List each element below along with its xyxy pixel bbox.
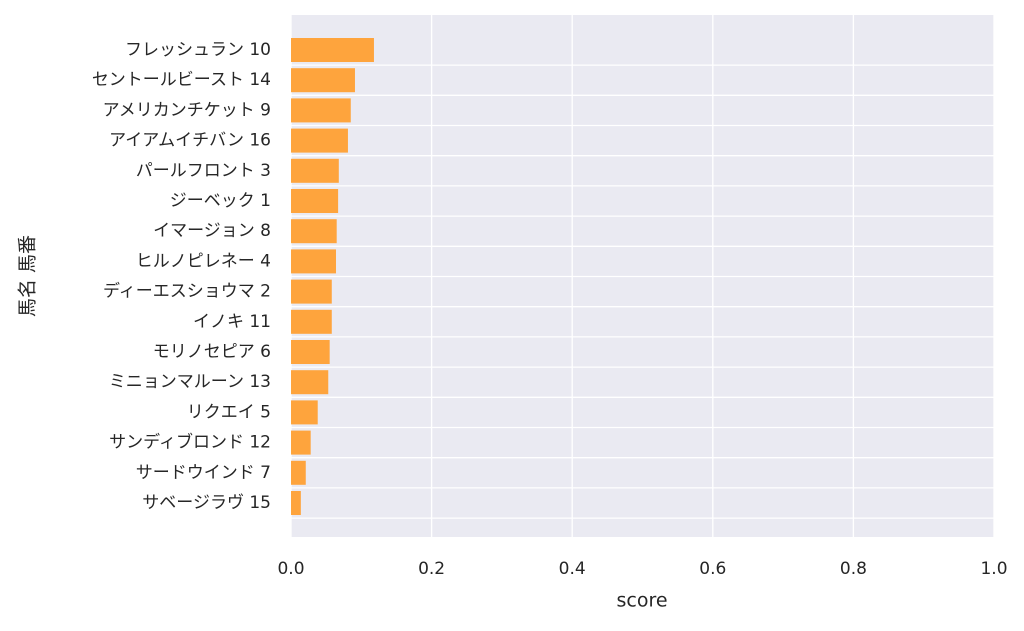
- bar: [291, 460, 306, 485]
- bar: [291, 370, 329, 395]
- y-tick-label: リクエイ 5: [187, 402, 271, 422]
- x-tick-label: 0.4: [559, 559, 586, 579]
- y-tick-label: セントールビースト 14: [92, 70, 271, 90]
- bar: [291, 219, 337, 244]
- bar: [291, 430, 311, 455]
- y-tick-label: イノキ 11: [193, 312, 271, 332]
- y-tick-label: ジーベック 1: [170, 191, 271, 211]
- y-tick-label: ディーエスショウマ 2: [103, 281, 271, 302]
- y-tick-label: サンディブロンド 12: [109, 432, 271, 453]
- y-axis-label: 馬名 馬番: [17, 235, 39, 317]
- bar: [291, 309, 332, 334]
- bar: [291, 491, 301, 515]
- y-tick-label: サベージラヴ 15: [142, 493, 271, 513]
- bar: [291, 68, 355, 93]
- bar: [291, 38, 374, 62]
- bar: [291, 98, 351, 123]
- bar: [291, 400, 318, 425]
- bar: [291, 340, 330, 364]
- y-tick-label: イマージョン 8: [153, 221, 271, 241]
- y-tick-label: サードウインド 7: [136, 463, 271, 483]
- y-tick-label: アイアムイチバン 16: [109, 131, 271, 151]
- y-tick-label: アメリカンチケット 9: [103, 100, 271, 120]
- x-tick-label: 0.6: [699, 559, 726, 579]
- y-tick-label: ミニョンマルーン 13: [109, 372, 271, 392]
- y-tick-label: ヒルノピレネー 4: [136, 251, 271, 271]
- y-tick-label: モリノセピア 6: [153, 342, 271, 362]
- x-tick-label: 0.0: [277, 559, 304, 579]
- x-tick-label: 0.8: [840, 559, 867, 579]
- y-tick-label: フレッシュラン 10: [125, 40, 271, 60]
- bar: [291, 249, 336, 274]
- bar: [291, 128, 348, 153]
- bar: [291, 189, 339, 213]
- x-tick-label: 0.2: [418, 559, 445, 579]
- x-axis-label: score: [616, 590, 667, 612]
- bar: [291, 279, 332, 304]
- bar: [291, 158, 339, 183]
- x-tick-label: 1.0: [980, 559, 1007, 579]
- y-tick-label: パールフロント 3: [136, 161, 271, 181]
